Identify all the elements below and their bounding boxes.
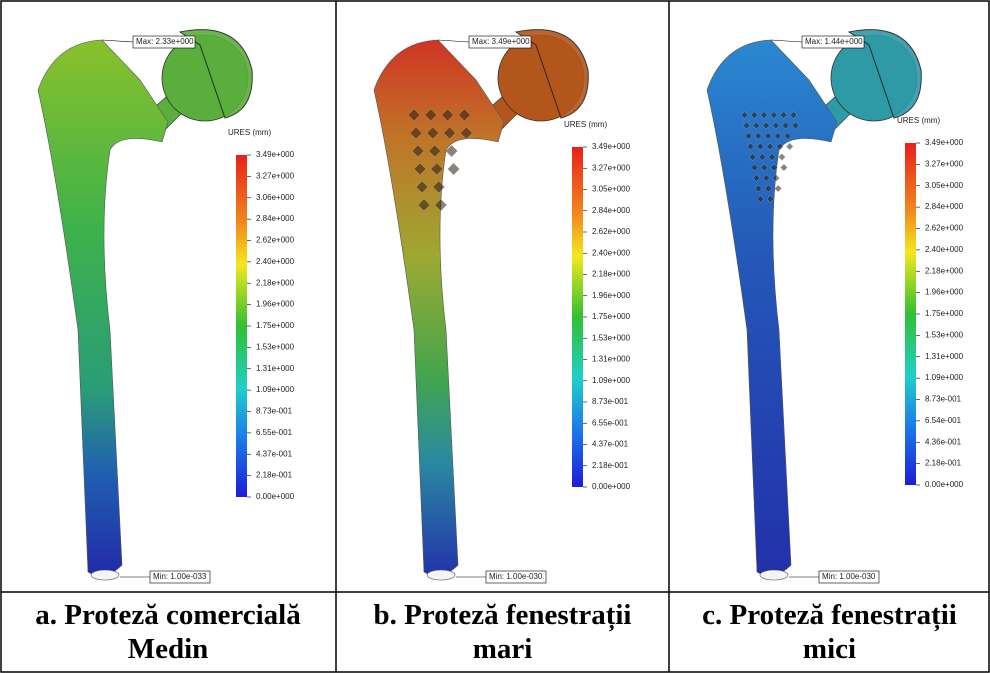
legend-label: 0.00e+000 — [592, 482, 631, 491]
legend-label: 3.49e+000 — [925, 138, 964, 147]
legend-title: URES (mm) — [228, 128, 271, 137]
legend-label: 2.18e+000 — [256, 278, 295, 287]
legend-label: 6.54e-001 — [925, 416, 962, 425]
caption: a. Proteză comercială Medin — [0, 592, 336, 672]
legend-label: 1.31e+000 — [256, 364, 295, 373]
legend-label: 4.37e-001 — [592, 440, 629, 449]
legend-label: 2.84e+000 — [256, 214, 295, 223]
legend-label: 2.18e-001 — [592, 461, 629, 470]
legend-label: 0.00e+000 — [256, 492, 295, 501]
stem-tip — [427, 570, 455, 580]
legend-label: 1.96e+000 — [925, 288, 964, 297]
legend-label: 1.53e+000 — [592, 333, 631, 342]
figure-svg: Max: 2.33e+000 Min: 1.00e-033 URES (mm) 3.4… — [0, 0, 990, 673]
caption: b. Proteză fenestrații mari — [336, 592, 669, 672]
legend-label: 2.18e-001 — [256, 471, 293, 480]
legend-label: 2.62e+000 — [256, 236, 295, 245]
max-label: Max: 2.33e+000 — [136, 37, 194, 46]
max-leader — [771, 40, 802, 42]
fea-panel: Max: 1.44e+000 Min: 1.00e-030 URES (mm) 3.4… — [707, 30, 964, 583]
max-label: Max: 3.49e+000 — [472, 37, 530, 46]
legend-label: 3.49e+000 — [592, 142, 631, 151]
legend-label: 3.27e+000 — [925, 159, 964, 168]
fenestration — [448, 163, 460, 175]
legend-label: 1.75e+000 — [256, 321, 295, 330]
legend-label: 2.40e+000 — [925, 245, 964, 254]
min-label: Min: 1.00e-033 — [153, 572, 207, 581]
legend-label: 8.73e-001 — [592, 397, 629, 406]
legend-label: 2.18e+000 — [592, 270, 631, 279]
fenestration — [778, 154, 785, 161]
fenestration — [786, 143, 793, 150]
max-leader — [102, 40, 133, 42]
legend-title: URES (mm) — [564, 120, 607, 129]
legend-label: 1.75e+000 — [592, 312, 631, 321]
legend-label: 6.55e-001 — [256, 428, 293, 437]
fenestration — [780, 164, 787, 171]
legend-label: 1.53e+000 — [256, 342, 295, 351]
legend-label: 1.75e+000 — [925, 309, 964, 318]
legend-label: 1.96e+000 — [256, 300, 295, 309]
max-label: Max: 1.44e+000 — [805, 37, 863, 46]
legend-label: 3.49e+000 — [256, 150, 295, 159]
legend-label: 1.09e+000 — [925, 373, 964, 382]
legend-label: 8.73e-001 — [925, 395, 962, 404]
min-label: Min: 1.00e-030 — [822, 572, 876, 581]
legend-label: 3.06e+000 — [256, 193, 295, 202]
legend-label: 1.53e+000 — [925, 330, 964, 339]
prosthesis-stem — [707, 40, 837, 576]
legend-label: 8.73e-001 — [256, 407, 293, 416]
prosthesis-stem — [374, 40, 504, 576]
legend-label: 2.40e+000 — [592, 248, 631, 257]
legend-label: 3.27e+000 — [256, 171, 295, 180]
legend-label: 4.37e-001 — [256, 449, 293, 458]
figure: Max: 2.33e+000 Min: 1.00e-033 URES (mm) 3.4… — [0, 0, 990, 673]
legend-label: 3.05e+000 — [592, 185, 631, 194]
stem-tip — [760, 570, 788, 580]
legend-label: 2.18e+000 — [925, 266, 964, 275]
fenestration — [775, 185, 782, 192]
max-leader — [438, 40, 469, 42]
legend-label: 1.09e+000 — [592, 376, 631, 385]
caption: c. Proteză fenestrații mici — [669, 592, 990, 672]
legend-colorbar — [236, 155, 247, 497]
legend-label: 2.84e+000 — [592, 206, 631, 215]
stem-tip — [91, 570, 119, 580]
fea-panel: Max: 2.33e+000 Min: 1.00e-033 URES (mm) 3.4… — [38, 30, 295, 583]
legend-label: 6.55e-001 — [592, 418, 629, 427]
legend-colorbar — [572, 147, 583, 487]
legend-label: 3.05e+000 — [925, 181, 964, 190]
legend-label: 1.31e+000 — [592, 355, 631, 364]
legend-label: 1.09e+000 — [256, 385, 295, 394]
legend-label: 2.84e+000 — [925, 202, 964, 211]
legend-label: 2.62e+000 — [925, 224, 964, 233]
fea-panel: Max: 3.49e+000 Min: 1.00e-030 URES (mm) 3.4… — [374, 30, 631, 583]
legend-label: 0.00e+000 — [925, 480, 964, 489]
legend-label: 2.40e+000 — [256, 257, 295, 266]
legend-label: 1.31e+000 — [925, 352, 964, 361]
legend-label: 3.27e+000 — [592, 163, 631, 172]
legend-colorbar — [905, 143, 916, 485]
legend-label: 2.18e-001 — [925, 459, 962, 468]
prosthesis-stem — [38, 40, 168, 576]
legend-label: 1.96e+000 — [592, 291, 631, 300]
legend-label: 4.36e-001 — [925, 437, 962, 446]
legend-label: 2.62e+000 — [592, 227, 631, 236]
min-label: Min: 1.00e-030 — [489, 572, 543, 581]
legend-title: URES (mm) — [897, 116, 940, 125]
